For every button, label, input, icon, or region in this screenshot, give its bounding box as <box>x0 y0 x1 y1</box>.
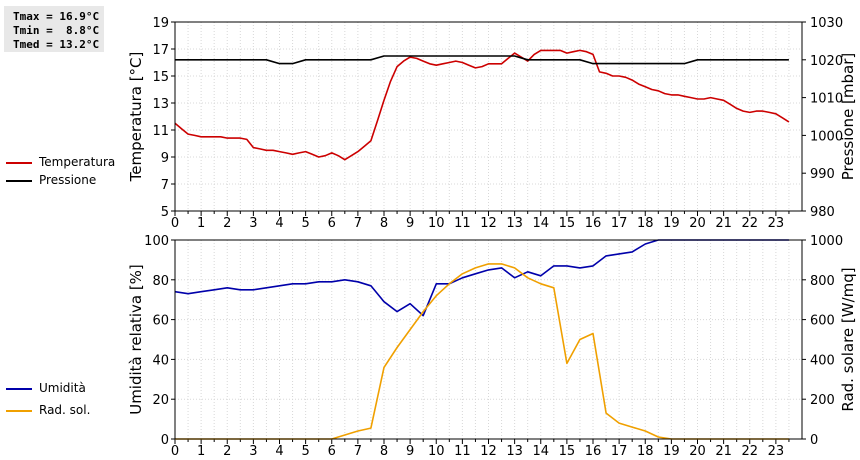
stats-box: Tmax = 16.9°C Tmin = 8.8°C Tmed = 13.2°C <box>4 6 104 52</box>
y-tick-label: 11 <box>152 124 169 139</box>
x-tick-label: 1 <box>197 216 205 231</box>
x-tick-label: 7 <box>354 444 362 459</box>
x-tick-label: 1 <box>197 444 205 459</box>
y-tick-label: 19 <box>152 16 169 31</box>
x-tick-label: 15 <box>559 216 576 231</box>
x-tick-label: 0 <box>171 444 179 459</box>
x-tick-label: 20 <box>689 444 706 459</box>
legend-label-umidita: Umidità <box>39 381 86 395</box>
y-tick-label: 7 <box>161 178 169 193</box>
y2-tick-label: 400 <box>810 353 835 368</box>
y-tick-label: 40 <box>152 353 169 368</box>
y2-tick-label: 1010 <box>810 92 843 107</box>
y-tick-label: 100 <box>144 234 169 249</box>
x-tick-label: 13 <box>506 216 523 231</box>
y-tick-label: 5 <box>161 205 169 220</box>
legend-swatch-radsol <box>6 410 32 412</box>
x-tick-label: 5 <box>301 444 309 459</box>
x-tick-label: 8 <box>380 444 388 459</box>
x-tick-label: 4 <box>275 216 283 231</box>
x-tick-label: 9 <box>406 216 414 231</box>
y-tick-label: 15 <box>152 70 169 85</box>
y2-tick-label: 980 <box>810 205 835 220</box>
x-tick-label: 0 <box>171 216 179 231</box>
y-tick-label: 20 <box>152 393 169 408</box>
x-tick-label: 6 <box>328 216 336 231</box>
x-tick-label: 21 <box>715 216 732 231</box>
x-tick-label: 4 <box>275 444 283 459</box>
x-tick-label: 18 <box>637 444 654 459</box>
x-tick-label: 23 <box>768 444 785 459</box>
x-tick-label: 11 <box>454 216 471 231</box>
x-tick-label: 5 <box>301 216 309 231</box>
y2-tick-label: 1000 <box>810 234 843 249</box>
plot-frame-0 <box>174 21 803 212</box>
x-tick-label: 14 <box>532 444 549 459</box>
y2-tick-label: 0 <box>810 433 818 448</box>
y-tick-label: 13 <box>152 97 169 112</box>
plot-area-0 <box>175 22 802 211</box>
series-line-temperatura <box>174 49 790 161</box>
x-tick-label: 19 <box>663 444 680 459</box>
x-tick-label: 3 <box>249 444 257 459</box>
y-tick-label: 17 <box>152 43 169 58</box>
y2-tick-label: 800 <box>810 274 835 289</box>
x-tick-label: 17 <box>611 444 628 459</box>
x-tick-label: 21 <box>715 444 732 459</box>
legend-swatch-umidita <box>6 388 32 390</box>
y-axis-label: Temperatura [°C] <box>127 52 145 183</box>
y2-axis-label: Rad. solare [W/mq] <box>839 267 857 411</box>
y2-tick-label: 200 <box>810 393 835 408</box>
x-tick-label: 16 <box>585 444 602 459</box>
y-tick-label: 9 <box>161 151 169 166</box>
y-tick-label: 0 <box>161 433 169 448</box>
tmax-label: Tmax = 16.9°C <box>13 10 100 23</box>
x-tick-label: 22 <box>741 444 758 459</box>
x-tick-label: 15 <box>559 444 576 459</box>
x-tick-label: 8 <box>380 216 388 231</box>
x-tick-label: 11 <box>454 444 471 459</box>
y2-axis-label: Pressione [mbar] <box>839 53 857 181</box>
y2-tick-label: 1020 <box>810 54 843 69</box>
y2-tick-label: 600 <box>810 314 835 329</box>
y-tick-label: 60 <box>152 314 169 329</box>
y2-tick-label: 1030 <box>810 16 843 31</box>
x-tick-label: 9 <box>406 444 414 459</box>
x-tick-label: 22 <box>741 216 758 231</box>
tmed-label: Tmed = 13.2°C <box>13 38 100 51</box>
x-tick-label: 12 <box>480 444 497 459</box>
x-tick-label: 3 <box>249 216 257 231</box>
x-tick-label: 12 <box>480 216 497 231</box>
x-tick-label: 2 <box>223 216 231 231</box>
x-tick-label: 10 <box>428 444 445 459</box>
x-tick-label: 6 <box>328 444 336 459</box>
x-tick-label: 10 <box>428 216 445 231</box>
x-tick-label: 7 <box>354 216 362 231</box>
legend-swatch-temperatura <box>6 162 32 164</box>
legend-label-pressione: Pressione <box>39 173 97 187</box>
series-line-pressione <box>175 55 789 65</box>
x-tick-label: 19 <box>663 216 680 231</box>
y-axis-label: Umidità relativa [%] <box>127 264 145 415</box>
x-tick-label: 23 <box>768 216 785 231</box>
legend-label-radsol: Rad. sol. <box>39 403 91 417</box>
x-tick-label: 2 <box>223 444 231 459</box>
legend-swatch-pressione <box>6 180 32 182</box>
legend-label-temperatura: Temperatura <box>39 155 116 169</box>
x-tick-label: 17 <box>611 216 628 231</box>
x-tick-label: 20 <box>689 216 706 231</box>
plot-frame-1 <box>174 239 803 440</box>
x-tick-label: 18 <box>637 216 654 231</box>
y2-tick-label: 990 <box>810 167 835 182</box>
x-tick-label: 14 <box>532 216 549 231</box>
tmin-label: Tmin = 8.8°C <box>13 24 100 37</box>
x-tick-label: 16 <box>585 216 602 231</box>
y2-tick-label: 1000 <box>810 129 843 144</box>
y-tick-label: 80 <box>152 274 169 289</box>
x-tick-label: 13 <box>506 444 523 459</box>
